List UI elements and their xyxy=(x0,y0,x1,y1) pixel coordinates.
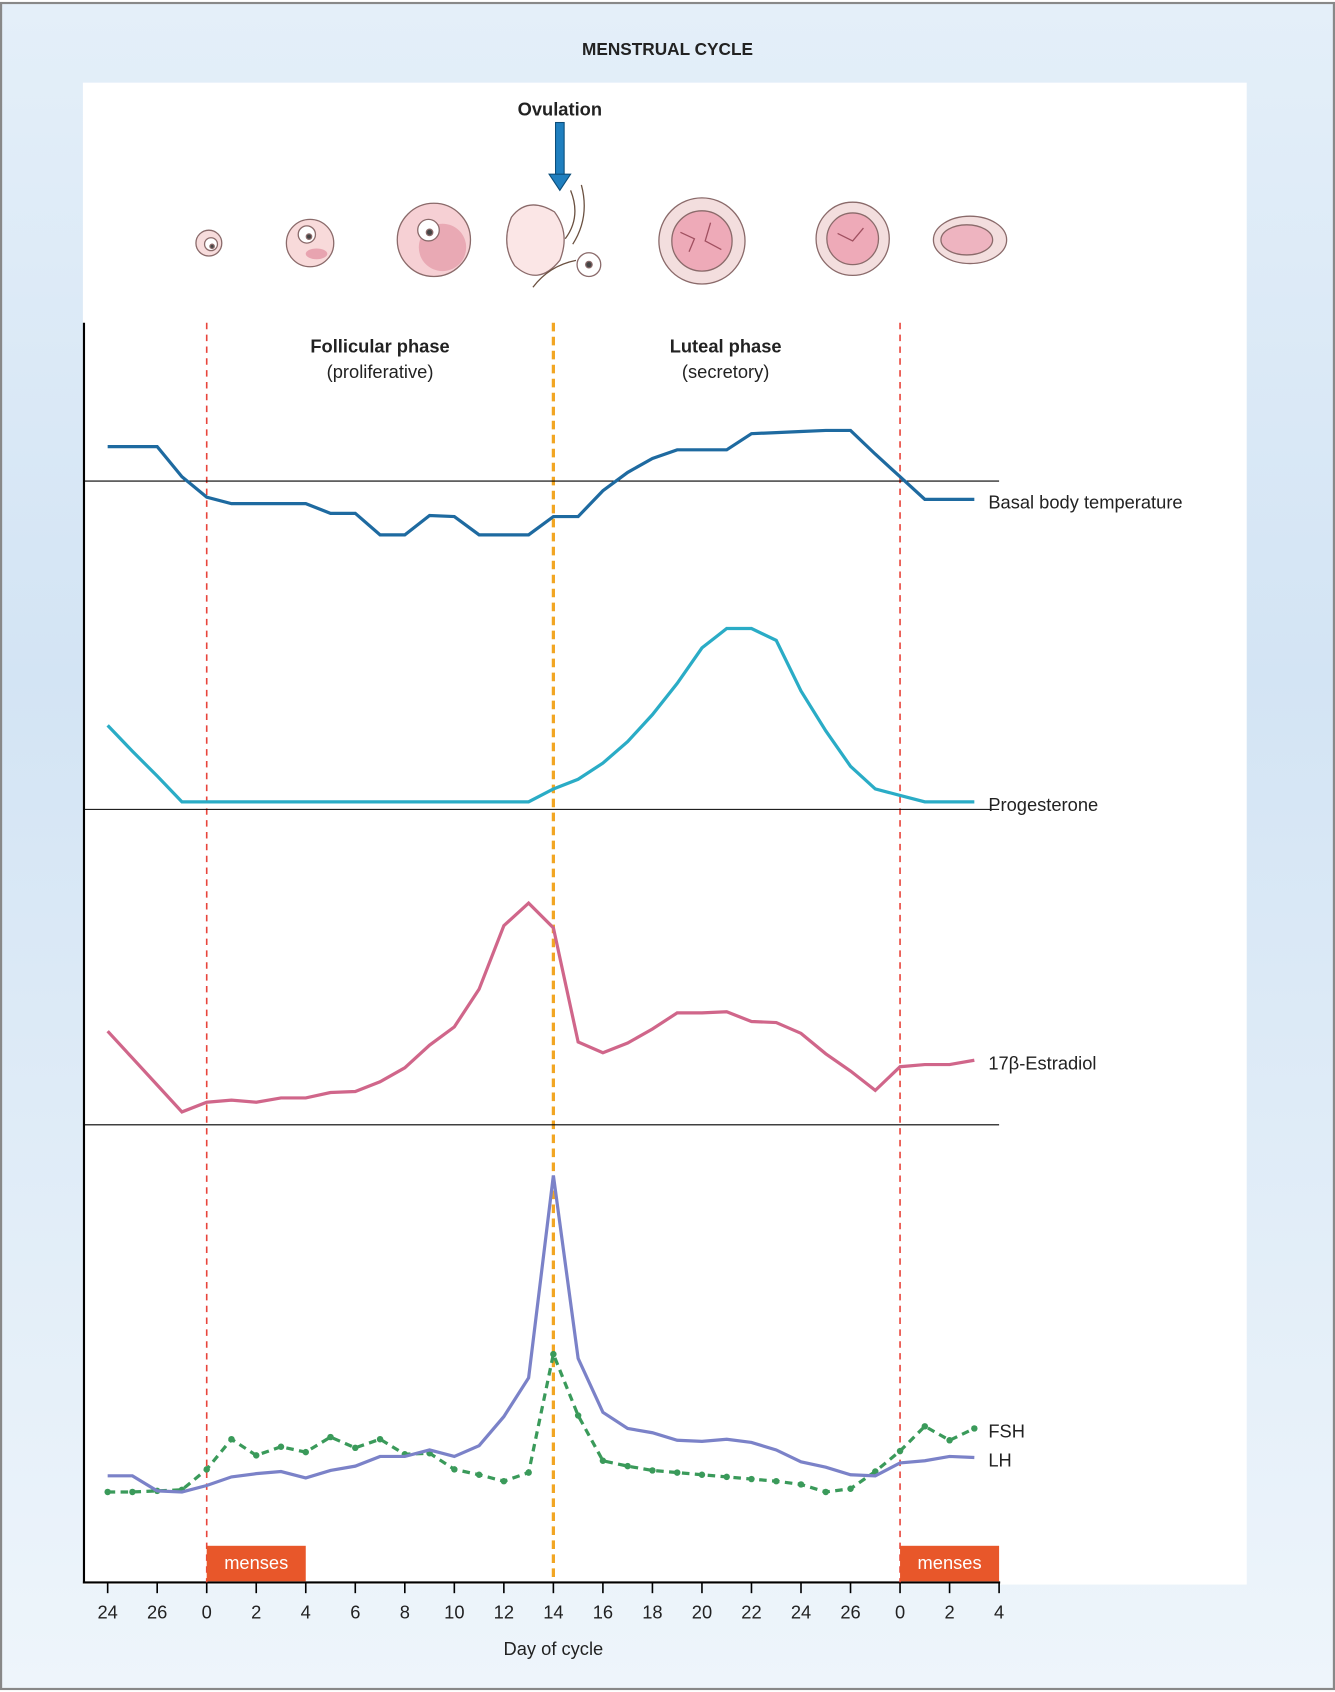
x-tick-label: 24 xyxy=(791,1601,811,1622)
x-tick-label: 20 xyxy=(692,1601,712,1622)
x-tick-label: 2 xyxy=(944,1601,954,1622)
x-tick-label: 18 xyxy=(642,1601,662,1622)
x-tick-label: 26 xyxy=(147,1601,167,1622)
data-point xyxy=(896,1447,904,1455)
phase-name: Follicular phase xyxy=(310,335,449,356)
data-point xyxy=(723,1473,730,1481)
x-tick-label: 8 xyxy=(400,1601,410,1622)
phase-name: Luteal phase xyxy=(670,335,782,356)
data-point xyxy=(277,1443,285,1450)
menses-box xyxy=(900,1545,1000,1582)
data-point xyxy=(525,1469,532,1476)
data-point xyxy=(253,1452,260,1459)
series-label: Basal body temperature xyxy=(988,491,1182,512)
data-point xyxy=(327,1433,334,1441)
x-tick-label: 12 xyxy=(494,1601,514,1622)
menses-box xyxy=(206,1545,306,1582)
data-point xyxy=(500,1477,508,1485)
data-point xyxy=(971,1425,978,1432)
series-line xyxy=(106,900,975,1114)
data-point xyxy=(451,1466,458,1473)
x-tick-label: 10 xyxy=(444,1601,464,1622)
data-point xyxy=(376,1435,384,1443)
x-tick-label: 24 xyxy=(97,1601,117,1622)
x-tick-label: 16 xyxy=(593,1601,613,1622)
data-point xyxy=(203,1466,210,1473)
ovulation-arrow xyxy=(548,121,572,192)
x-tick-label: 26 xyxy=(840,1601,860,1622)
data-point xyxy=(475,1471,483,1478)
series-line xyxy=(107,1348,976,1494)
x-tick-label: 2 xyxy=(251,1601,261,1622)
data-point xyxy=(822,1488,829,1496)
x-tick-label: 4 xyxy=(301,1601,311,1622)
data-point xyxy=(921,1423,929,1430)
menses-label: menses xyxy=(224,1552,288,1573)
series-label: Progesterone xyxy=(988,794,1098,815)
data-point xyxy=(748,1475,755,1483)
data-point xyxy=(352,1444,359,1452)
data-point xyxy=(773,1477,780,1485)
data-point xyxy=(872,1468,879,1475)
data-point xyxy=(847,1485,854,1492)
data-point xyxy=(550,1350,557,1358)
data-point xyxy=(946,1437,953,1444)
series-line xyxy=(107,1175,975,1494)
data-point xyxy=(104,1488,111,1496)
phase-note: (proliferative) xyxy=(327,361,434,382)
x-axis-title: Day of cycle xyxy=(504,1638,604,1659)
chart-title: MENSTRUAL CYCLE xyxy=(582,39,753,59)
plot-panel xyxy=(82,82,1247,1585)
series-label: FSH xyxy=(988,1421,1025,1442)
x-tick-label: 14 xyxy=(543,1601,563,1622)
data-point xyxy=(797,1481,805,1488)
ovulation-label: Ovulation xyxy=(518,99,602,120)
data-point xyxy=(599,1457,607,1464)
x-tick-label: 22 xyxy=(741,1601,761,1622)
data-point xyxy=(673,1469,681,1476)
series-label: 17β-Estradiol xyxy=(988,1052,1096,1073)
data-point xyxy=(302,1448,309,1456)
x-tick-label: 4 xyxy=(994,1601,1004,1622)
data-point xyxy=(129,1488,136,1496)
series-line xyxy=(106,626,975,804)
menses-label: menses xyxy=(918,1552,982,1573)
x-tick-label: 6 xyxy=(350,1601,360,1622)
data-point xyxy=(574,1412,582,1419)
series-line xyxy=(107,428,975,537)
data-point xyxy=(624,1462,631,1470)
phase-note: (secretory) xyxy=(682,361,769,382)
data-point xyxy=(228,1435,235,1443)
data-point xyxy=(649,1467,656,1474)
data-point xyxy=(698,1471,706,1478)
x-tick-label: 0 xyxy=(895,1601,905,1622)
x-tick-label: 0 xyxy=(202,1601,212,1622)
series-label: LH xyxy=(988,1450,1011,1471)
follicle-illustrations xyxy=(195,184,1008,288)
